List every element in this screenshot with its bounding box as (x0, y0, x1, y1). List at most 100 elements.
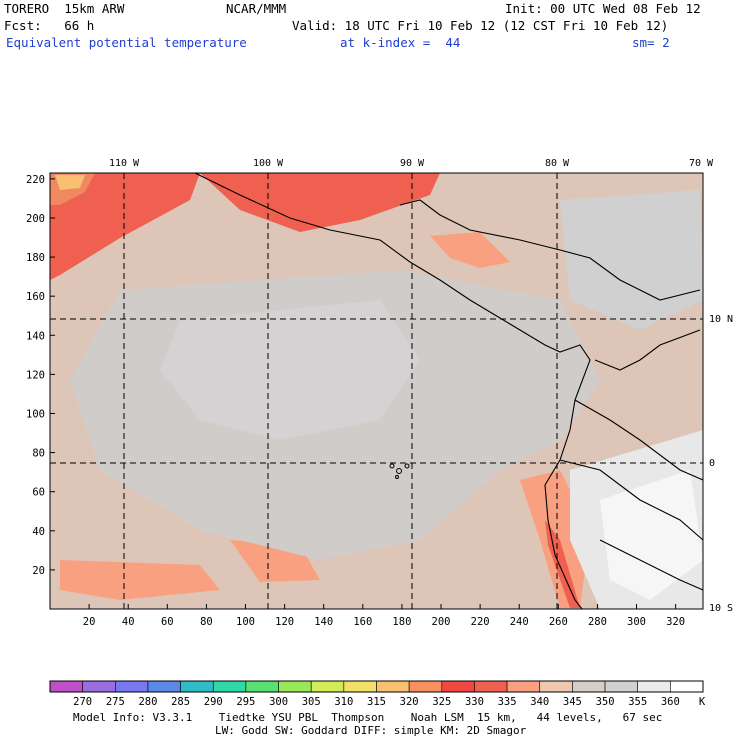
y-index-label: 220 (26, 174, 45, 186)
colorbar-label: 350 (596, 696, 615, 708)
x-index-label: 180 (392, 616, 411, 628)
colorbar-label: 340 (530, 696, 549, 708)
colorbar-label: 330 (465, 696, 484, 708)
model-info-line1: Model Info: V3.3.1 Tiedtke YSU PBL Thomp… (73, 711, 663, 724)
y-index-label: 20 (32, 565, 45, 577)
venezuela-coastline (594, 329, 701, 371)
y-index-label: 180 (26, 252, 45, 264)
country-border-1 (574, 399, 704, 481)
colorbar-swatch (441, 680, 475, 693)
colorbar-label: 320 (400, 696, 419, 708)
pacific-coastline (194, 172, 591, 610)
level-label: at k-index = 44 (340, 35, 461, 50)
colorbar-swatch (49, 680, 83, 693)
colorbar-labels: 270 275 280 285 290 295 300 305 310 315 320 325 330 3… (73, 696, 680, 708)
lon-label-110w: 110 W (109, 158, 140, 169)
y-index-label: 60 (32, 487, 45, 499)
lon-label-100w: 100 W (253, 158, 284, 169)
country-border-2 (559, 459, 704, 541)
x-index-label: 140 (314, 616, 333, 628)
model-title: TORERO 15km ARW (4, 1, 125, 16)
x-index-label: 120 (275, 616, 294, 628)
lat-labels: 10 N 0 10 S (709, 314, 733, 614)
center-label: NCAR/MMM (226, 1, 287, 16)
lat-label-10n: 10 N (709, 314, 733, 325)
colorbar-label: 300 (269, 696, 288, 708)
coastlines (194, 172, 704, 610)
colorbar-label: 290 (204, 696, 223, 708)
colorbar-swatch (604, 680, 638, 693)
colorbar-swatch (506, 680, 541, 693)
x-index-label: 300 (627, 616, 646, 628)
field-name: Equivalent potential temperature (6, 35, 247, 50)
colorbar-swatch (310, 680, 345, 693)
colorbar-label: 275 (106, 696, 125, 708)
colorbar-swatch (637, 680, 671, 693)
colorbar-label: 285 (171, 696, 190, 708)
colorbar-label: 325 (432, 696, 451, 708)
map-frame (49, 172, 704, 610)
colorbar-label: 280 (138, 696, 157, 708)
valid-time: Valid: 18 UTC Fri 10 Feb 12 (12 CST Fri … (292, 18, 669, 33)
country-border-3 (599, 539, 704, 591)
lon-labels: 110 W 100 W 90 W 80 W 70 W (109, 158, 714, 169)
warm-patch-honduras (430, 232, 510, 268)
x-index-label: 260 (549, 616, 568, 628)
colorbar-label: 360 (661, 696, 680, 708)
colorbar-label: 310 (334, 696, 353, 708)
colorbar-swatch (474, 680, 508, 693)
smoothing-label: sm= 2 (632, 35, 670, 50)
x-index-label: 100 (236, 616, 255, 628)
cold-patch-amazon (600, 470, 703, 600)
colorbar-swatch (147, 680, 181, 693)
colorbar-swatch (408, 680, 443, 693)
y-index-label: 160 (26, 291, 45, 303)
x-index-label: 40 (122, 616, 135, 628)
colorbar-frame (49, 680, 704, 693)
colorbar-label: 335 (498, 696, 517, 708)
colorbar-swatch (278, 680, 312, 693)
warmest-patch (55, 175, 85, 190)
colorbar-label: 305 (302, 696, 321, 708)
warm-region-nw (50, 173, 200, 280)
colorbar-swatch (670, 680, 704, 693)
colorbar-label: 315 (367, 696, 386, 708)
x-index-label: 280 (588, 616, 607, 628)
caribbean-coastline (399, 199, 701, 301)
y-index-label: 40 (32, 526, 45, 538)
galapagos-islands (389, 463, 410, 479)
x-index-label: 20 (83, 616, 96, 628)
forecast-hour: Fcst: 66 h (4, 18, 95, 33)
colorbar-label: 295 (236, 696, 255, 708)
colorbar-swatch (115, 680, 149, 693)
lon-label-70w: 70 W (689, 158, 714, 169)
x-index-label: 200 (432, 616, 451, 628)
warm-region-south (60, 560, 220, 600)
init-time: Init: 00 UTC Wed 08 Feb 12 (505, 1, 701, 16)
warm-region-coast (200, 173, 440, 232)
lon-label-80w: 80 W (545, 158, 570, 169)
x-index-label: 220 (471, 616, 490, 628)
colorbar-swatch (212, 680, 247, 693)
colorbar-swatch (180, 680, 214, 693)
x-index-label: 60 (161, 616, 174, 628)
y-index-label: 200 (26, 213, 45, 225)
colorbar-swatch (539, 680, 573, 693)
colorbar-swatch (82, 680, 116, 693)
colorbar-label: 355 (628, 696, 647, 708)
y-index-label: 100 (26, 408, 45, 420)
x-index-label: 240 (510, 616, 529, 628)
colorbar-unit: K (699, 696, 706, 708)
y-index-labels: 220 200 180 160 140 120 100 80 60 40 20 (26, 174, 45, 577)
colorbar-swatch (343, 680, 377, 693)
x-index-label: 80 (200, 616, 213, 628)
colorbar-swatch (245, 680, 279, 693)
x-index-label: 320 (666, 616, 685, 628)
y-index-label: 120 (26, 369, 45, 381)
y-index-label: 140 (26, 330, 45, 342)
lat-label-0: 0 (709, 458, 715, 469)
colorbar-label: 270 (73, 696, 92, 708)
colorbar (49, 680, 704, 693)
lon-label-90w: 90 W (400, 158, 425, 169)
